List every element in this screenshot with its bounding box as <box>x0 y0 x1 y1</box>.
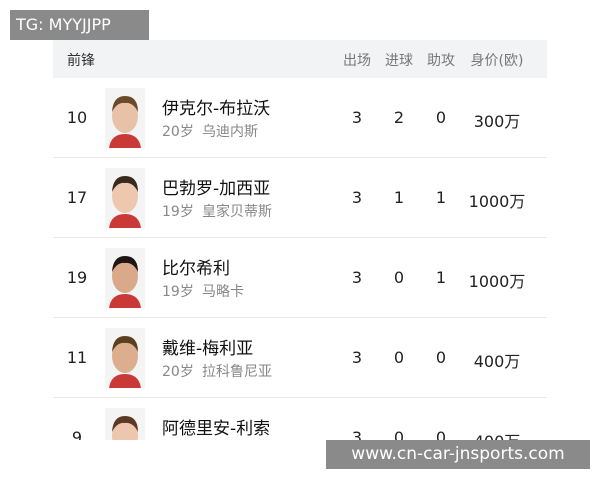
stat-assists: 0 <box>435 348 447 367</box>
stat-apps: 3 <box>351 108 363 127</box>
stat-assists: 1 <box>435 188 447 207</box>
table-header: 前锋 出场 进球 助攻 身价(欧) <box>53 40 547 78</box>
header-label: 助攻 <box>427 53 455 69</box>
player-name: 巴勃罗-加西亚 <box>162 179 271 199</box>
stat-goals: 1 <box>393 188 405 207</box>
header-label: 出场 <box>343 53 371 69</box>
player-name: 阿德里安-利索 <box>162 419 271 439</box>
shirt <box>109 134 141 148</box>
player-row: 11 戴维-梅利亚 20岁 拉科鲁尼亚 3 0 0 400万 <box>53 318 547 398</box>
avatar <box>105 408 145 440</box>
player-club: 拉科鲁尼亚 <box>202 364 272 380</box>
stat-assists: 0 <box>435 108 447 127</box>
stat-apps: 3 <box>351 348 363 367</box>
stat-value: 1000万 <box>468 192 526 211</box>
player-club: 马略卡 <box>202 284 244 300</box>
player-age: 19岁 <box>162 204 194 220</box>
shirt-number: 17 <box>66 188 88 207</box>
avatar <box>105 248 145 308</box>
hair <box>112 336 138 352</box>
header-label: 进球 <box>385 53 413 69</box>
stat-goals: 2 <box>393 108 405 127</box>
face <box>112 99 138 133</box>
player-row: 9 阿德里安-利索 3 0 0 400万 <box>53 398 547 440</box>
stat-assists: 1 <box>435 268 447 287</box>
avatar <box>105 168 145 228</box>
stat-apps: 3 <box>351 268 363 287</box>
player-row: 19 比尔希利 19岁 马略卡 3 0 1 1000万 <box>53 238 547 318</box>
face <box>112 339 138 373</box>
shirt-number: 11 <box>66 348 88 367</box>
player-age: 20岁 <box>162 364 194 380</box>
avatar <box>105 328 145 388</box>
player-name: 比尔希利 <box>162 259 230 279</box>
face <box>112 179 138 213</box>
player-age: 19岁 <box>162 284 194 300</box>
watermark: TG: MYYJJPP <box>10 10 149 40</box>
player-row: 17 巴勃罗-加西亚 19岁 皇家贝蒂斯 3 1 1 1000万 <box>53 158 547 238</box>
stat-assists: 0 <box>435 428 447 440</box>
avatar <box>105 88 145 148</box>
shirt-number: 9 <box>71 428 83 440</box>
player-name: 戴维-梅利亚 <box>162 339 254 359</box>
shirt <box>109 294 141 308</box>
stat-apps: 3 <box>351 188 363 207</box>
shirt <box>109 214 141 228</box>
hair <box>112 96 138 112</box>
player-row: 10 伊克尔-布拉沃 20岁 乌迪内斯 3 2 0 300万 <box>53 78 547 158</box>
watermark: www.cn-car-jnsports.com <box>326 440 590 469</box>
stat-value: 400万 <box>474 428 521 440</box>
stat-goals: 0 <box>393 348 405 367</box>
player-table: 前锋 出场 进球 助攻 身价(欧) 10 伊克尔-布拉沃 20岁 乌迪内斯 3 2 0 300万 17… <box>53 40 547 440</box>
face <box>112 259 138 293</box>
stat-apps: 3 <box>351 428 363 440</box>
header-label: 身价(欧) <box>470 53 524 69</box>
stat-goals: 0 <box>393 268 405 287</box>
hair <box>112 416 138 432</box>
stat-value: 300万 <box>473 112 521 131</box>
shirt <box>109 374 141 388</box>
player-name: 伊克尔-布拉沃 <box>162 99 271 119</box>
player-club: 皇家贝蒂斯 <box>202 204 272 220</box>
shirt-number: 10 <box>66 108 88 127</box>
shirt-number: 19 <box>66 268 88 287</box>
player-age: 20岁 <box>162 124 194 140</box>
hair <box>112 256 138 272</box>
player-club: 乌迪内斯 <box>202 124 258 140</box>
stat-value: 400万 <box>473 352 521 371</box>
hair <box>112 176 138 192</box>
header-label: 前锋 <box>67 53 95 69</box>
stat-goals: 0 <box>393 428 405 440</box>
stat-value: 1000万 <box>468 272 526 291</box>
